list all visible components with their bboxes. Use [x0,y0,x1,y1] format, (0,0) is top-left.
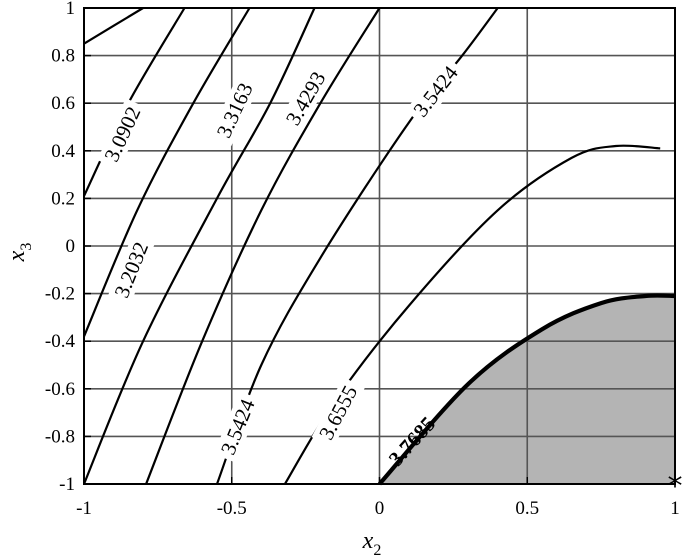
x-tick-label: -1 [76,498,92,519]
contour-label-background [209,74,260,147]
x-tick-label: 0 [375,498,385,519]
contour-label-background [278,62,333,134]
y-tick-label: 0.2 [51,188,75,209]
y-axis-label-main: x [4,250,30,262]
contour-label-background [107,233,156,306]
contour-line-3.0902 [83,7,186,197]
y-tick-label: -0.4 [45,331,76,352]
contour-label-group: 3.0902 [97,98,148,170]
contour-label-group: 3.4293 [278,62,333,134]
contour-line-3.5424 [215,7,499,485]
contour-label: 3.2032 [109,239,153,302]
y-tick-label: 1 [66,0,76,19]
y-tick-label: -0.6 [45,379,75,400]
contour-line-3.2032 [82,7,251,337]
contour-label: 3.5424 [408,61,463,122]
contour-label-group: 3.2032 [107,233,156,306]
x-tick-label: -0.5 [217,498,247,519]
x-tick-label: 1 [670,498,680,519]
plot-frame-layer: * [83,7,683,504]
contour-label-group: 3.5424 [405,57,466,126]
y-tick-label: -0.8 [45,426,75,447]
y-axis-label: x3 [4,243,35,263]
y-tick-label: 0 [66,236,76,257]
optimum-marker: * [668,469,683,504]
contour-label-background [97,98,148,170]
contour-label-group: 3.5424 [213,390,262,463]
x-axis-label: x2 [362,528,382,559]
contour-line-3.0902 [83,7,144,45]
contour-line-3.3163 [82,7,316,485]
y-tick-label: 0.4 [51,141,75,162]
contour-label: 3.6555 [314,381,362,443]
x-axis-label-main: x [362,528,374,554]
y-tick-label: -0.2 [45,284,75,305]
contour-label: 3.0902 [99,103,145,165]
y-axis-label-subscript: 3 [18,243,35,251]
x-axis-label-subscript: 2 [373,542,381,559]
contour-label-group: 3.6555 [311,376,365,449]
contour-label-background [405,57,466,126]
tick-labels-layer: -1 -0.5 0 0.5 1 -1 -0.8 -0.6 -0.4 -0.2 0 0.2 0.4 0.6 0… [45,0,680,519]
y-tick-label: 0.6 [51,93,75,114]
contour-lines-layer [82,7,676,486]
contour-line-3.4293 [145,7,381,485]
x-tick-label: 0.5 [515,498,539,519]
contour-label: 3.5424 [216,395,260,458]
contour-line-3.7685 [377,293,676,486]
y-tick-label: -1 [59,474,75,495]
contour-label-background [213,390,262,463]
y-tick-label: 0.8 [51,46,75,67]
contour-label-background [311,376,365,449]
contour-label: 3.3163 [212,79,258,141]
